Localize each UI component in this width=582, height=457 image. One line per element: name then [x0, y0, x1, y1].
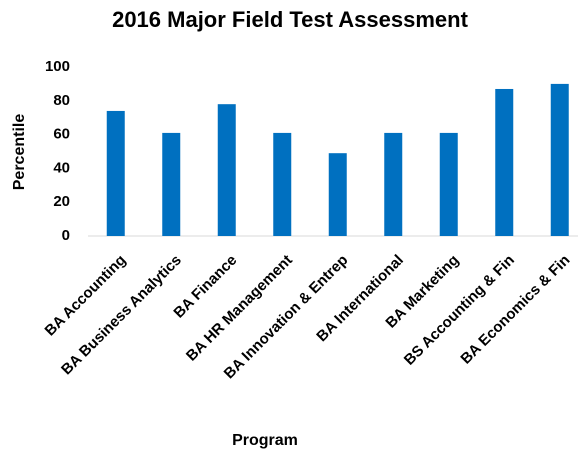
- bar: [217, 104, 236, 237]
- y-tick-label: 100: [45, 58, 70, 75]
- bar: [550, 83, 569, 237]
- y-tick-label: 80: [53, 92, 70, 109]
- x-axis-label: Program: [232, 432, 298, 449]
- y-tick-label: 0: [62, 227, 70, 244]
- bar: [495, 88, 514, 236]
- y-axis-label: Percentile: [11, 114, 28, 191]
- bar: [439, 132, 458, 236]
- chart-title: 2016 Major Field Test Assessment: [112, 7, 468, 32]
- x-tick-label: BS Accounting & Fin: [401, 252, 518, 369]
- bar: [328, 153, 347, 236]
- bar: [384, 132, 403, 236]
- bar: [273, 132, 292, 236]
- bar: [106, 110, 125, 236]
- y-tick-label: 40: [53, 159, 70, 176]
- x-tick-label: BA HR Management: [183, 252, 296, 365]
- y-tick-label: 60: [53, 126, 70, 143]
- bar: [162, 132, 181, 236]
- x-tick-label: BA Economics & Fin: [457, 252, 573, 368]
- y-tick-label: 20: [53, 193, 70, 210]
